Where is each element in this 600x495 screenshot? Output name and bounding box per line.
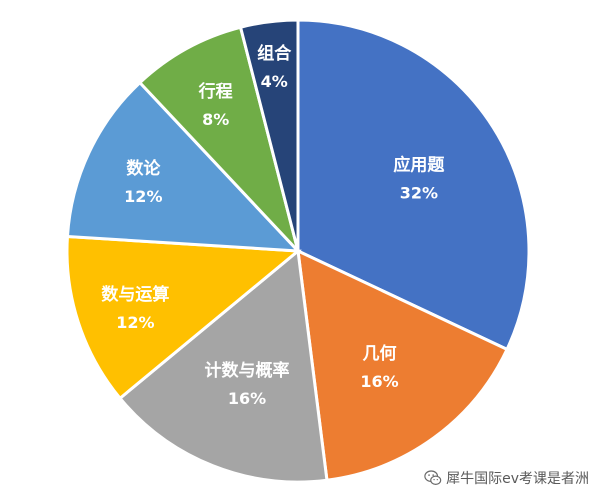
watermark: 犀牛国际ev考课是者洲 (421, 467, 592, 489)
pie-slice (65, 234, 302, 401)
slice-category-label: 组合 (257, 43, 292, 64)
pie-slice (65, 80, 302, 253)
slice-category-label: 应用题 (393, 154, 445, 175)
watermark-text: 犀牛国际ev考课是者洲 (446, 471, 589, 487)
slice-category-label: 数与运算 (101, 284, 169, 305)
slice-percent-label: 16% (360, 372, 398, 391)
pie-slice (137, 25, 300, 253)
slice-percent-label: 32% (400, 183, 438, 202)
pie-slice (296, 18, 531, 352)
slice-percent-label: 16% (228, 389, 266, 408)
wechat-icon (424, 470, 442, 485)
slice-percent-label: 8% (202, 110, 229, 129)
slice-percent-label: 12% (124, 187, 162, 206)
pie-slice (296, 248, 510, 482)
slice-category-label: 数论 (126, 158, 161, 179)
slice-category-label: 行程 (198, 81, 233, 102)
pie-slice (238, 18, 300, 252)
slice-percent-label: 12% (116, 313, 154, 332)
slice-category-label: 几何 (362, 343, 396, 364)
pie-slice (117, 248, 329, 484)
slice-percent-label: 4% (261, 72, 288, 91)
slice-category-label: 计数与概率 (204, 360, 289, 381)
